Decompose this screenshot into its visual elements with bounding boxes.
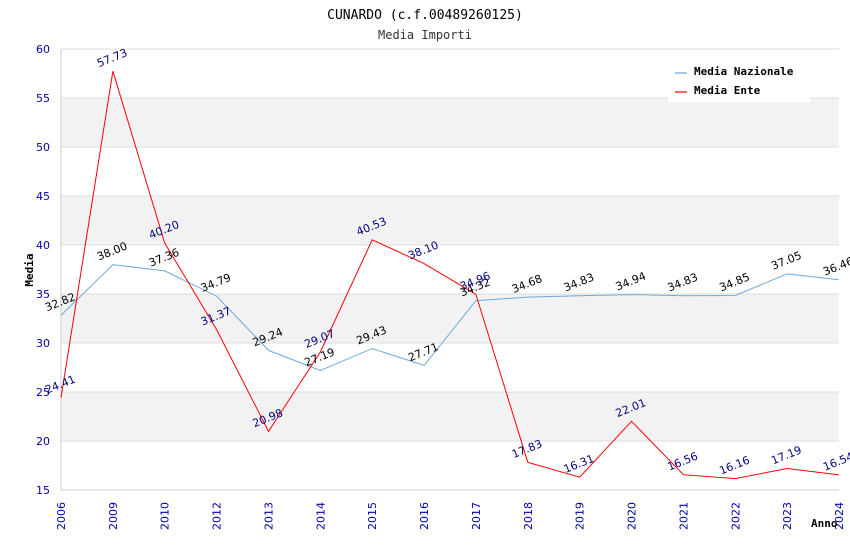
y-tick-label: 35 xyxy=(36,288,50,301)
data-label-nazionale: 37.05 xyxy=(769,249,803,273)
y-tick-label: 30 xyxy=(36,337,50,350)
x-axis-ticks: 2006 2009 2010 2012 2013 2014 2015 2016 2017 2018… xyxy=(55,502,846,530)
legend-label-ente: Media Ente xyxy=(694,84,761,97)
x-tick-label: 2016 xyxy=(418,502,431,530)
data-label-nazionale: 37.36 xyxy=(147,246,181,270)
x-tick-label: 2010 xyxy=(159,502,172,530)
x-axis-label: Anno xyxy=(811,517,838,530)
plot-band xyxy=(61,294,839,343)
x-tick-label: 2017 xyxy=(470,502,483,530)
y-tick-label: 50 xyxy=(36,141,50,154)
data-label-nazionale: 34.79 xyxy=(199,271,233,295)
chart-title: CUNARDO (c.f.00489260125) xyxy=(327,8,523,23)
data-label-nazionale: 27.71 xyxy=(406,340,440,364)
y-tick-label: 55 xyxy=(36,92,50,105)
data-label-ente: 16.56 xyxy=(666,450,700,474)
series-line-nazionale xyxy=(60,264,840,372)
data-label-nazionale: 36.46 xyxy=(821,255,850,279)
x-tick-label: 2015 xyxy=(366,502,379,530)
x-tick-label: 2014 xyxy=(314,502,327,530)
series-line-ente xyxy=(60,71,840,480)
x-tick-label: 2022 xyxy=(729,502,742,530)
plot-band xyxy=(61,196,839,245)
data-label-ente: 17.19 xyxy=(769,443,803,467)
axes xyxy=(60,49,839,491)
data-label-ente: 16.54 xyxy=(821,450,850,474)
legend-label-nazionale: Media Nazionale xyxy=(694,65,794,78)
plot-bands xyxy=(61,98,839,441)
y-tick-label: 25 xyxy=(36,386,50,399)
y-tick-label: 40 xyxy=(36,239,50,252)
x-tick-label: 2024 xyxy=(833,502,846,530)
grid-lines xyxy=(61,48,839,491)
x-tick-label: 2023 xyxy=(781,502,794,530)
y-tick-label: 20 xyxy=(36,435,50,448)
y-axis-label: Media xyxy=(23,253,36,286)
plot-band xyxy=(61,98,839,147)
x-tick-label: 2006 xyxy=(55,502,68,530)
x-tick-label: 2013 xyxy=(262,502,275,530)
x-tick-label: 2009 xyxy=(107,502,120,530)
data-label-ente: 16.31 xyxy=(562,452,596,476)
x-tick-label: 2019 xyxy=(574,502,587,530)
data-label-nazionale: 34.68 xyxy=(510,272,544,296)
plot-band xyxy=(61,392,839,441)
data-label-nazionale: 34.83 xyxy=(562,271,596,295)
chart-subtitle: Media Importi xyxy=(378,28,472,42)
y-tick-label: 60 xyxy=(36,43,50,56)
x-tick-label: 2020 xyxy=(626,502,639,530)
legend: Media Nazionale Media Ente xyxy=(668,58,810,102)
x-tick-label: 2021 xyxy=(677,502,690,530)
y-tick-label: 45 xyxy=(36,190,50,203)
y-tick-label: 15 xyxy=(36,484,50,497)
x-tick-label: 2012 xyxy=(211,502,224,530)
y-axis-ticks: 15 20 25 30 35 40 45 50 55 60 xyxy=(36,43,50,497)
series-lines xyxy=(60,71,840,480)
data-label-ente: 16.16 xyxy=(718,454,752,478)
legend-box xyxy=(668,58,810,102)
data-label-nazionale: 34.83 xyxy=(666,271,700,295)
x-tick-label: 2018 xyxy=(522,502,535,530)
data-label-nazionale: 34.94 xyxy=(614,270,648,294)
data-label-ente: 57.73 xyxy=(95,46,129,70)
